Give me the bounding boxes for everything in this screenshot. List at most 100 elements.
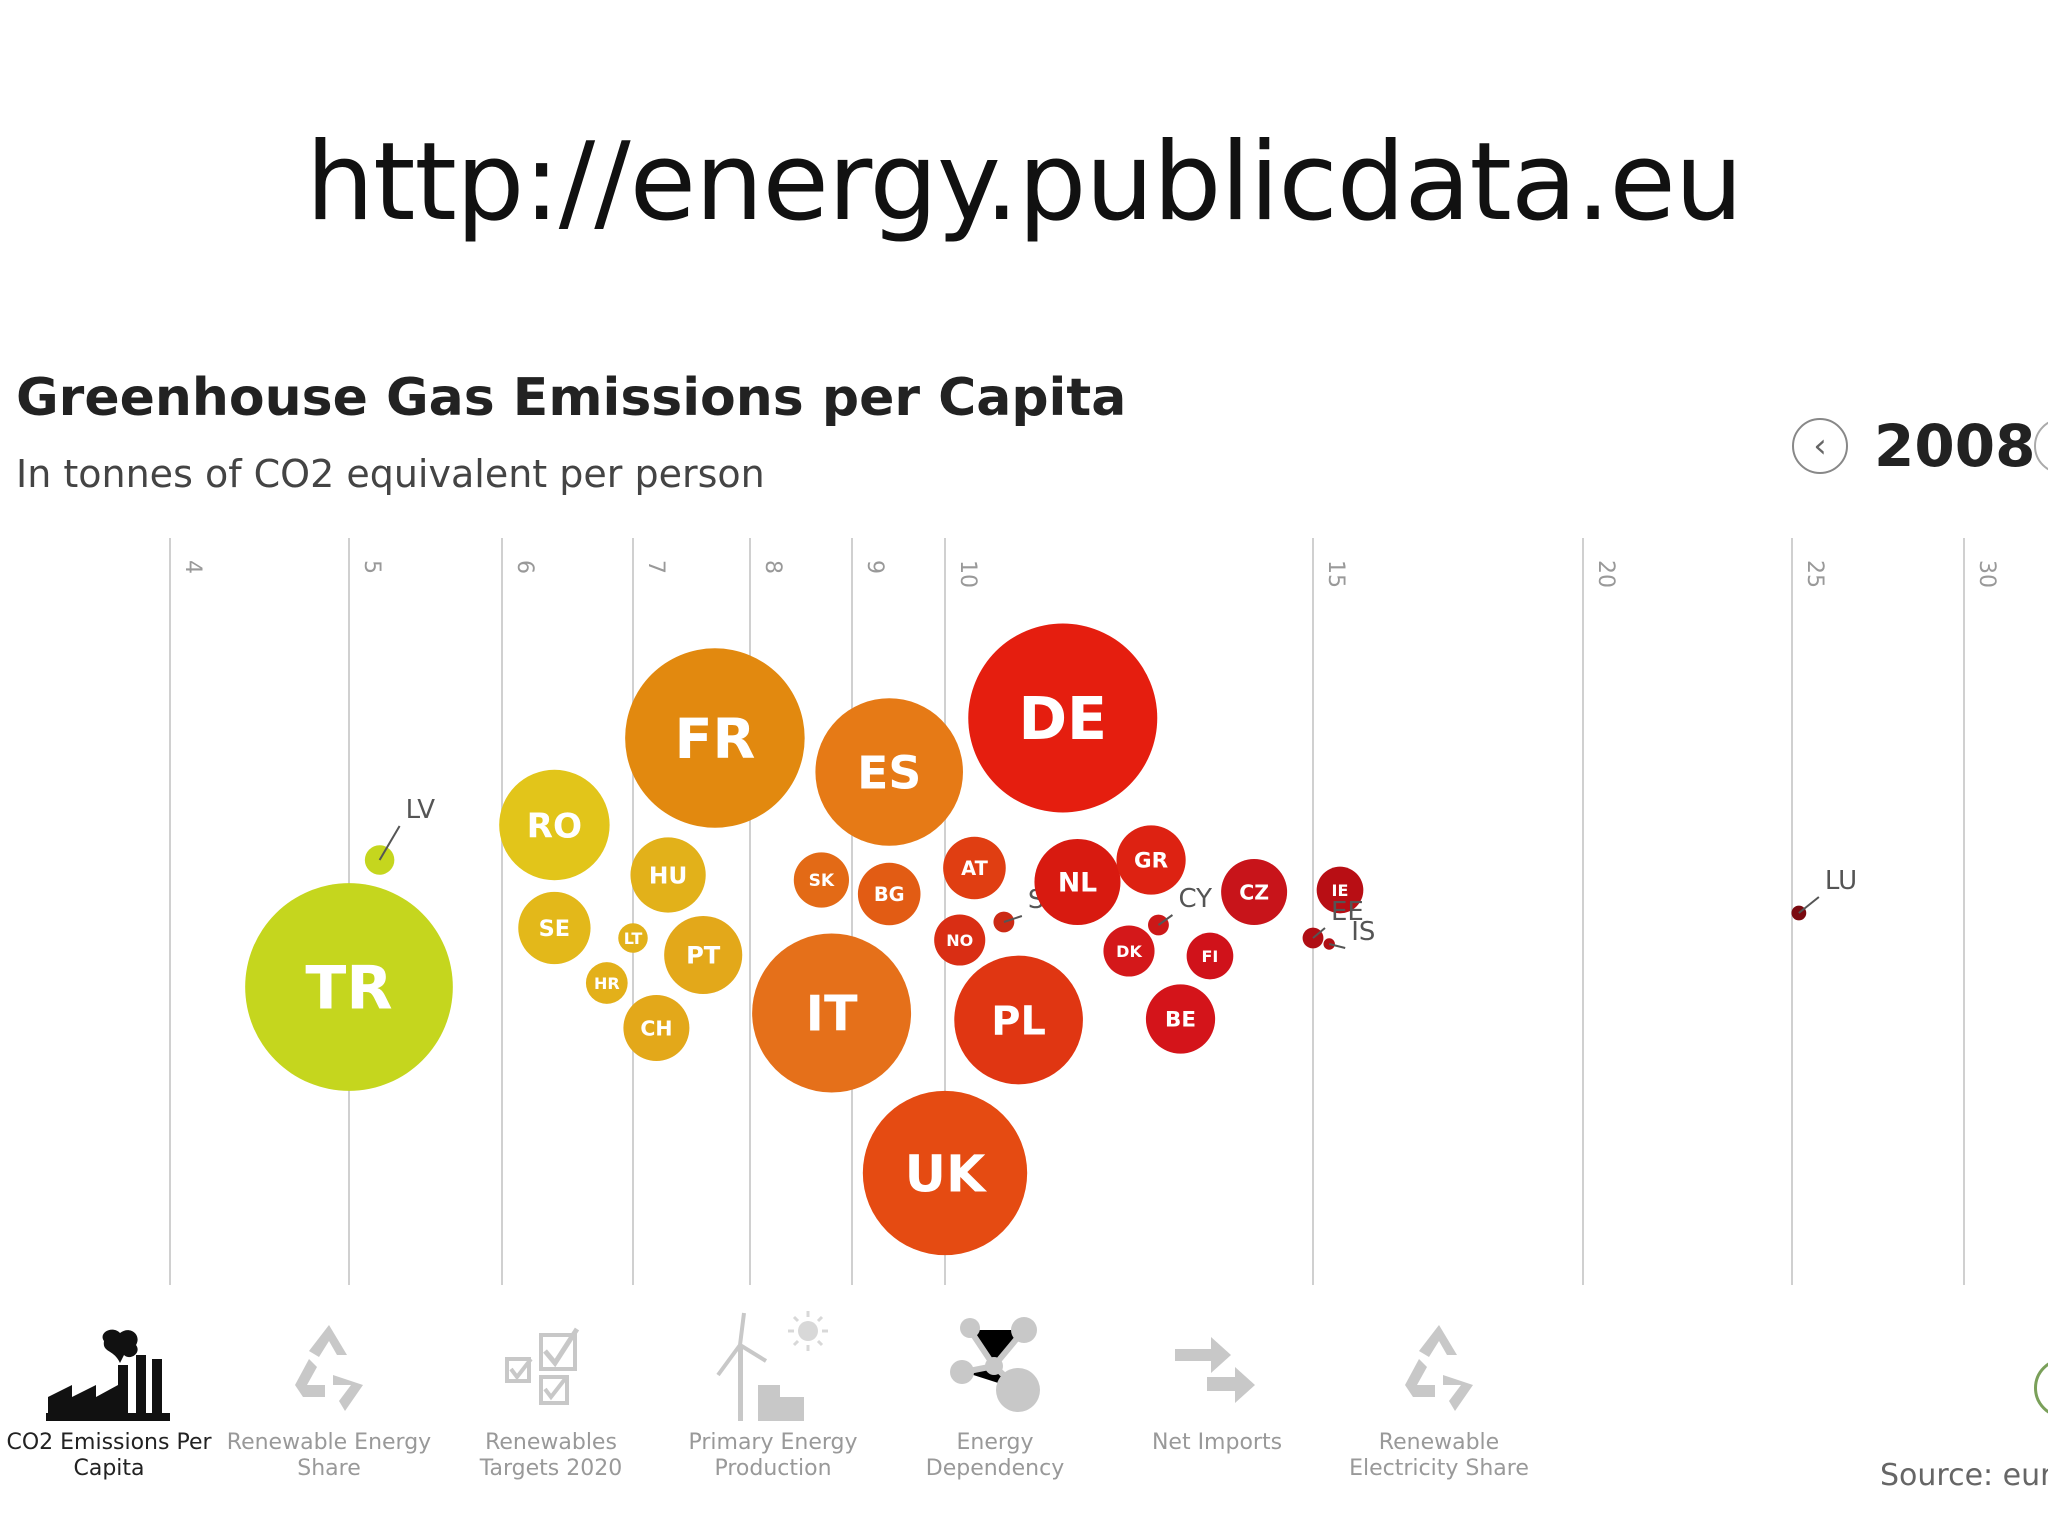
tick-label: 6 <box>512 560 537 574</box>
chevron-left-icon: ‹ <box>1813 426 1827 466</box>
bubble-pl[interactable] <box>954 955 1083 1085</box>
tick-label: 7 <box>643 560 668 574</box>
bubble-uk[interactable] <box>862 1090 1028 1256</box>
bubble-label: BE <box>1165 1008 1196 1033</box>
tool-label: CO2 Emissions Per Capita <box>6 1430 212 1481</box>
tool-label: Energy Dependency <box>925 1430 1065 1481</box>
bubble-se[interactable] <box>518 891 591 965</box>
bubble-label: RO <box>527 806 582 846</box>
bubble-label: LU <box>1825 866 1857 896</box>
bubble-label: IE <box>1332 881 1349 900</box>
bubble-ie[interactable] <box>1316 866 1364 914</box>
bubble-label: FR <box>674 707 755 772</box>
bubble-label: HR <box>594 974 620 993</box>
bubble-dk[interactable] <box>1103 925 1155 977</box>
bubble-at[interactable] <box>943 836 1006 900</box>
tool-label: Renewable Energy Share <box>226 1430 432 1481</box>
bubble-label: BG <box>874 883 905 906</box>
bubble-label: GR <box>1134 849 1169 874</box>
bubble-ch[interactable] <box>623 995 690 1061</box>
bubble-nl[interactable] <box>1034 838 1121 926</box>
label-leader <box>1328 943 1346 949</box>
tick-label: 9 <box>862 560 887 574</box>
tool-renewables-targets[interactable]: Renewables Targets 2020 <box>446 1300 656 1482</box>
tick-label: 15 <box>1323 560 1348 588</box>
tool-label: Net Imports <box>1151 1430 1283 1455</box>
indicator-toolbar: CO2 Emissions Per Capita Renewable Energy… <box>0 1300 2048 1536</box>
bubble-it[interactable] <box>752 933 912 1093</box>
bubble-hu[interactable] <box>630 837 706 913</box>
recycle-icon <box>295 1325 363 1411</box>
bubble-tr[interactable] <box>245 883 453 1091</box>
bubble-label: IS <box>1351 917 1375 947</box>
bubble-label: DE <box>1018 685 1107 753</box>
checklist-icon <box>505 1327 580 1405</box>
tool-net-imports[interactable]: Net Imports <box>1112 1300 1322 1456</box>
slide-title: http://energy.publicdata.eu <box>305 120 1744 245</box>
chart-subtitle: In tonnes of CO2 equivalent per person <box>16 452 765 496</box>
bubble-label: PL <box>991 998 1046 1044</box>
bubble-label: HU <box>649 862 687 889</box>
bubble-pt[interactable] <box>664 915 743 995</box>
bubble-es[interactable] <box>815 698 963 846</box>
tool-label: Renewables Targets 2020 <box>479 1430 623 1481</box>
bubble-label: ES <box>857 746 921 799</box>
chart-title: Greenhouse Gas Emissions per Capita <box>16 368 1127 428</box>
bubble-label: CY <box>1178 884 1212 914</box>
tick-label: 5 <box>359 560 384 574</box>
bubble-label: UK <box>905 1145 988 1204</box>
label-leader <box>1798 896 1820 914</box>
year-navigator: ‹ 2008 <box>1792 412 2036 480</box>
tool-energy-dependency[interactable]: Energy Dependency <box>890 1300 1100 1482</box>
tool-co2-emissions[interactable]: CO2 Emissions Per Capita <box>4 1300 214 1482</box>
bubble-hr[interactable] <box>585 962 628 1004</box>
source-note: Source: euro <box>1880 1458 2048 1493</box>
bubble-lt[interactable] <box>618 923 648 953</box>
tick-label: 4 <box>180 560 205 574</box>
bubble-label: SK <box>809 871 835 891</box>
label-leader <box>378 825 401 861</box>
bubble-no[interactable] <box>934 914 986 966</box>
bubble-label: TR <box>305 954 392 1024</box>
tick-label: 8 <box>760 560 785 574</box>
bubble-cz[interactable] <box>1221 859 1288 925</box>
bubble-fr[interactable] <box>625 648 805 828</box>
bubble-label: CZ <box>1239 880 1269 904</box>
label-leader <box>1003 915 1023 923</box>
tick-label: 20 <box>1593 560 1618 588</box>
bubble-sk[interactable] <box>793 852 850 908</box>
tool-renewable-electricity-share[interactable]: Renewable Electricity Share <box>1334 1300 1544 1482</box>
bubble-chart: 4 5 6 7 8 9 10 15 20 25 30 TR LV RO SE HR HU LT PT CH FR ES IT… <box>169 538 1999 1285</box>
next-year-button[interactable] <box>2034 418 2048 474</box>
bubble-gr[interactable] <box>1116 825 1186 895</box>
bubble-ro[interactable] <box>499 769 610 881</box>
bubble-label: LV <box>406 795 436 825</box>
tool-primary-energy-production[interactable]: Primary Energy Production <box>668 1300 878 1482</box>
bubble-label: LT <box>624 929 643 948</box>
tool-renewable-energy-share[interactable]: Renewable Energy Share <box>224 1300 434 1482</box>
tick-label: 30 <box>1974 560 1999 588</box>
recycle-icon <box>1405 1325 1473 1411</box>
tick-label: 25 <box>1802 560 1827 588</box>
bubble-fi[interactable] <box>1186 932 1234 980</box>
previous-year-button[interactable]: ‹ <box>1792 418 1848 474</box>
bubble-label: SE <box>539 916 570 942</box>
label-leader <box>1312 927 1326 939</box>
label-leader <box>1157 914 1174 926</box>
year-label: 2008 <box>1874 412 2036 480</box>
bubble-label: FI <box>1202 947 1219 966</box>
wind-sun-icon <box>716 1311 828 1421</box>
bubble-label: DK <box>1116 942 1142 961</box>
factory-icon <box>46 1329 170 1421</box>
tool-label: Primary Energy Production <box>688 1430 858 1481</box>
bubble-label: IT <box>806 985 858 1043</box>
bubbles: TRLVROSEHRHULTPTCHFRESITSKBGUKATNOSIPLDE… <box>245 623 1857 1256</box>
bubble-de[interactable] <box>968 623 1158 813</box>
bubble-bg[interactable] <box>857 862 921 926</box>
network-icon <box>950 1317 1040 1412</box>
tool-label: Renewable Electricity Share <box>1349 1430 1529 1481</box>
import-arrows-icon <box>1175 1337 1255 1403</box>
bubble-be[interactable] <box>1145 984 1216 1054</box>
bubble-lv[interactable] <box>364 845 395 875</box>
bubble-label: NO <box>946 931 973 950</box>
